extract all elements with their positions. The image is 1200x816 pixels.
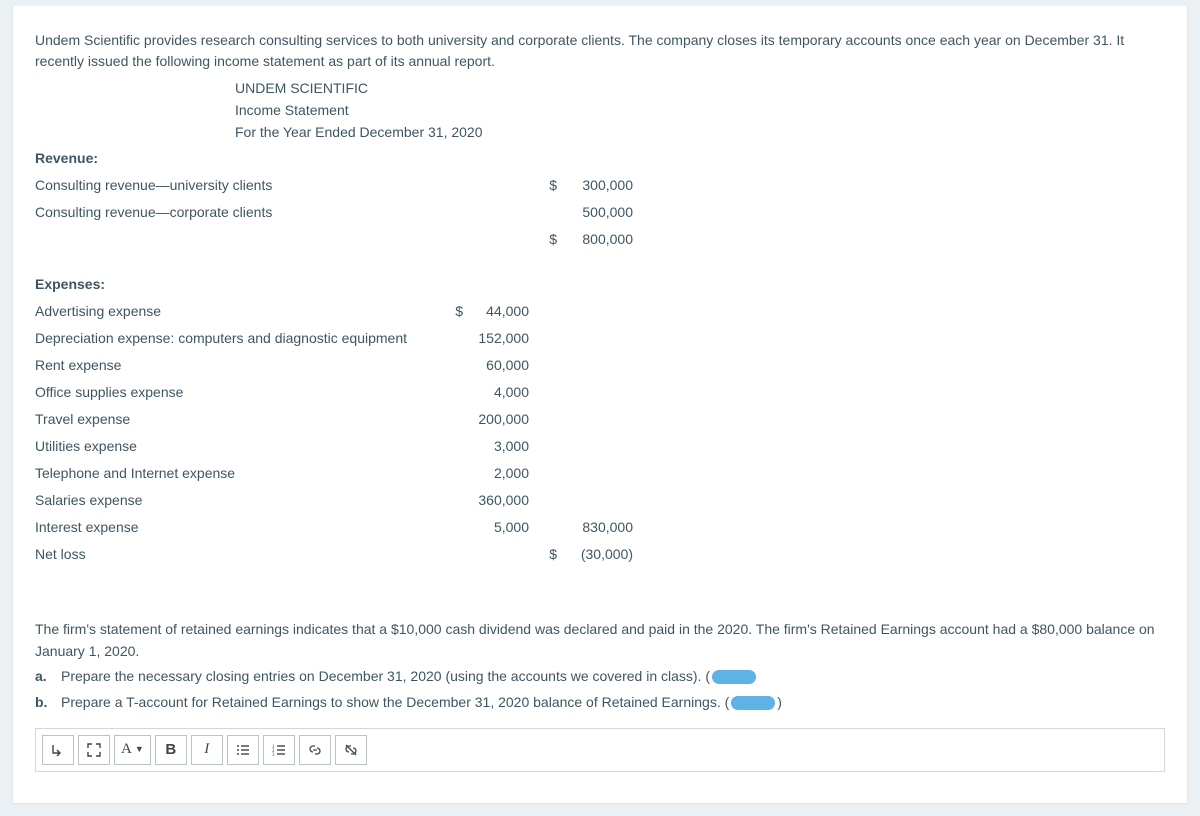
item-text: Prepare the necessary closing entries on… — [61, 666, 710, 688]
row-label: Consulting revenue—university clients — [35, 177, 445, 193]
unlink-icon — [344, 743, 358, 757]
row-label: Consulting revenue—corporate clients — [35, 204, 445, 220]
expand-icon — [87, 743, 101, 757]
table-row: $ 800,000 — [35, 231, 1165, 258]
row-value: 360,000 — [463, 492, 533, 508]
row-value: (30,000) — [557, 546, 633, 562]
close-paren: ) — [777, 692, 782, 714]
statement-title: Income Statement — [235, 102, 1165, 118]
bold-button[interactable]: B — [155, 735, 187, 765]
expenses-heading: Expenses: — [35, 276, 445, 292]
table-row: Telephone and Internet expense 2,000 — [35, 465, 1165, 492]
row-value: 2,000 — [463, 465, 533, 481]
currency-symbol: $ — [533, 177, 557, 193]
font-label: A — [121, 741, 132, 758]
paragraph-button[interactable] — [42, 735, 74, 765]
row-value: 44,000 — [463, 303, 533, 319]
row-label: Telephone and Internet expense — [35, 465, 445, 481]
row-label: Net loss — [35, 546, 445, 562]
redacted-pill — [712, 670, 756, 684]
currency-symbol: $ — [533, 231, 557, 247]
paragraph-icon — [51, 743, 65, 757]
numbered-list-icon: 123 — [272, 743, 286, 757]
table-row: Travel expense 200,000 — [35, 411, 1165, 438]
table-row: Utilities expense 3,000 — [35, 438, 1165, 465]
statement-period: For the Year Ended December 31, 2020 — [235, 124, 1165, 140]
currency-symbol: $ — [533, 546, 557, 562]
table-row: Consulting revenue—university clients $ … — [35, 177, 1165, 204]
list-item: b. Prepare a T-account for Retained Earn… — [35, 692, 1165, 714]
currency-symbol: $ — [445, 303, 463, 319]
table-row: Net loss $ (30,000) — [35, 546, 1165, 573]
chevron-down-icon: ▼ — [135, 745, 144, 754]
item-marker: a. — [35, 666, 61, 688]
answer-editor[interactable]: A ▼ B I 123 — [35, 728, 1165, 772]
row-label: Depreciation expense: computers and diag… — [35, 330, 445, 346]
income-statement: Revenue: Consulting revenue—university c… — [35, 150, 1165, 573]
unlink-button[interactable] — [335, 735, 367, 765]
row-value: 4,000 — [463, 384, 533, 400]
bullet-list-button[interactable] — [227, 735, 259, 765]
row-value: 800,000 — [557, 231, 633, 247]
row-label: Travel expense — [35, 411, 445, 427]
statement-header: UNDEM SCIENTIFIC Income Statement For th… — [235, 80, 1165, 140]
row-label: Rent expense — [35, 357, 445, 373]
row-value: 300,000 — [557, 177, 633, 193]
link-button[interactable] — [299, 735, 331, 765]
editor-toolbar: A ▼ B I 123 — [42, 735, 1158, 765]
row-label: Utilities expense — [35, 438, 445, 454]
question-card: Undem Scientific provides research consu… — [12, 6, 1188, 804]
table-row: Advertising expense $ 44,000 — [35, 303, 1165, 330]
table-row: Salaries expense 360,000 — [35, 492, 1165, 519]
row-value: 60,000 — [463, 357, 533, 373]
row-label: Interest expense — [35, 519, 445, 535]
row-label: Office supplies expense — [35, 384, 445, 400]
follow-up-block: The firm's statement of retained earning… — [35, 619, 1165, 714]
table-row: Consulting revenue—corporate clients 500… — [35, 204, 1165, 231]
bullet-list-icon — [236, 743, 250, 757]
row-value: 152,000 — [463, 330, 533, 346]
row-value: 200,000 — [463, 411, 533, 427]
numbered-list-button[interactable]: 123 — [263, 735, 295, 765]
table-row: Office supplies expense 4,000 — [35, 384, 1165, 411]
row-value: 500,000 — [557, 204, 633, 220]
followup-paragraph: The firm's statement of retained earning… — [35, 619, 1165, 662]
item-text: Prepare a T-account for Retained Earning… — [61, 692, 729, 714]
table-row: Rent expense 60,000 — [35, 357, 1165, 384]
intro-text: Undem Scientific provides research consu… — [35, 30, 1165, 72]
table-row: Depreciation expense: computers and diag… — [35, 330, 1165, 357]
redacted-pill — [731, 696, 775, 710]
company-name: UNDEM SCIENTIFIC — [235, 80, 1165, 96]
svg-text:3: 3 — [272, 753, 275, 757]
table-row: Interest expense 5,000 830,000 — [35, 519, 1165, 546]
italic-button[interactable]: I — [191, 735, 223, 765]
revenue-heading: Revenue: — [35, 150, 445, 166]
row-label: Advertising expense — [35, 303, 445, 319]
link-icon — [308, 743, 322, 757]
row-label: Salaries expense — [35, 492, 445, 508]
row-value: 3,000 — [463, 438, 533, 454]
question-list: a. Prepare the necessary closing entries… — [35, 666, 1165, 713]
row-value: 5,000 — [463, 519, 533, 535]
row-value: 830,000 — [557, 519, 633, 535]
list-item: a. Prepare the necessary closing entries… — [35, 666, 1165, 688]
item-marker: b. — [35, 692, 61, 714]
font-button[interactable]: A ▼ — [114, 735, 151, 765]
fullscreen-button[interactable] — [78, 735, 110, 765]
